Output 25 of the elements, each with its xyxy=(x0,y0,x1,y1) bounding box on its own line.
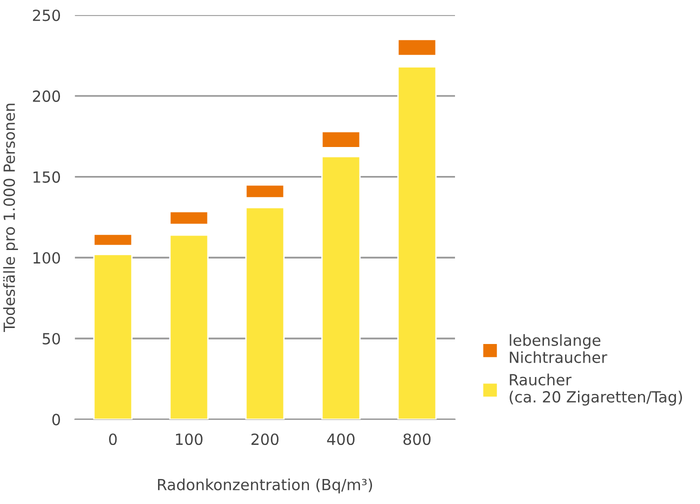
y-tick-label: 200 xyxy=(32,90,60,102)
y-tick-label: 100 xyxy=(34,252,60,264)
bar xyxy=(93,234,133,246)
legend-label: Raucher (ca. 20 Zigaretten/Tag) xyxy=(510,374,682,406)
y-tick-label: 50 xyxy=(42,332,60,345)
x-tick-label: 0 xyxy=(109,433,117,446)
x-tick-label: 800 xyxy=(403,433,431,446)
x-tick-label: 100 xyxy=(176,433,202,446)
bar xyxy=(169,234,209,420)
bar xyxy=(93,254,133,420)
y-axis-title: Todesfälle pro 1.000 Personen xyxy=(3,104,18,332)
y-tick-label: 250 xyxy=(32,10,60,22)
bar xyxy=(169,210,209,226)
y-tick-label: 0 xyxy=(52,414,60,426)
bar xyxy=(321,130,361,148)
x-axis-title: Radonkonzentration (Bq/m³) xyxy=(158,478,372,494)
x-tick-label: 200 xyxy=(251,433,279,446)
y-tick-label: 150 xyxy=(34,171,60,183)
bar xyxy=(397,66,437,420)
bar xyxy=(245,206,285,420)
legend-label: lebenslange Nichtraucher xyxy=(510,334,608,364)
bar xyxy=(321,156,361,420)
bar xyxy=(245,184,285,199)
bar xyxy=(397,38,437,56)
x-tick-label: 400 xyxy=(327,433,355,446)
